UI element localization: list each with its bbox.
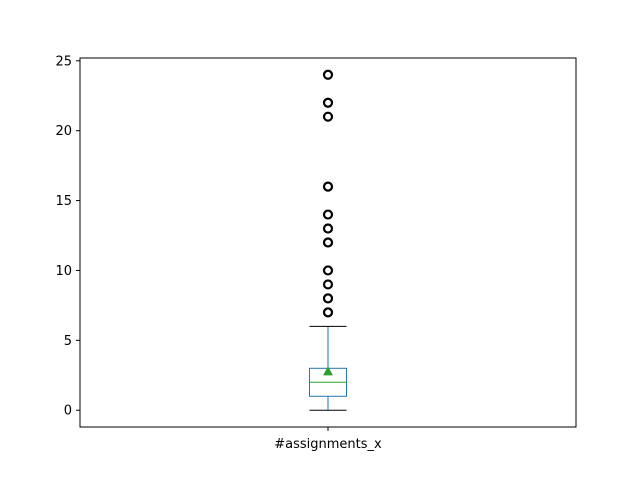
y-axis: 0 5 10 15 20 25 xyxy=(55,54,80,419)
y-tick-label: 15 xyxy=(55,194,72,209)
box-plot-series xyxy=(309,69,347,411)
outlier-point xyxy=(322,111,334,122)
outlier-point xyxy=(322,293,334,304)
y-tick-label: 25 xyxy=(55,54,72,69)
outlier-point xyxy=(322,237,334,248)
outlier-point xyxy=(322,209,334,220)
y-tick-label: 0 xyxy=(64,404,72,419)
x-tick-label: #assignments_x xyxy=(274,437,382,452)
outlier-point xyxy=(322,223,334,234)
outlier-point xyxy=(322,181,334,192)
y-tick-label: 5 xyxy=(64,334,72,349)
outlier-point xyxy=(322,265,334,276)
outlier-point xyxy=(322,97,334,108)
y-tick-label: 10 xyxy=(55,264,72,279)
x-axis: #assignments_x xyxy=(274,427,382,452)
mean-marker xyxy=(323,366,333,376)
y-tick-label: 20 xyxy=(55,124,72,139)
outlier-point xyxy=(322,279,334,290)
outlier-point xyxy=(322,307,334,318)
outlier-point xyxy=(322,69,334,80)
